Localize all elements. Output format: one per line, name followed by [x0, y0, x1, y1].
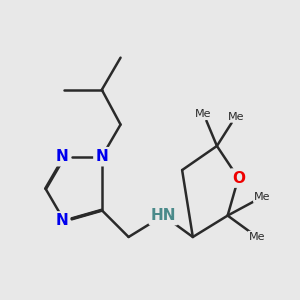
Text: N: N [55, 149, 68, 164]
Text: Me: Me [227, 112, 244, 122]
Text: Me: Me [249, 232, 265, 242]
Text: N: N [95, 149, 108, 164]
Text: HN: HN [151, 208, 176, 223]
Text: Me: Me [254, 192, 271, 202]
Text: N: N [55, 213, 68, 228]
Text: O: O [232, 171, 245, 186]
Text: Me: Me [195, 109, 212, 119]
